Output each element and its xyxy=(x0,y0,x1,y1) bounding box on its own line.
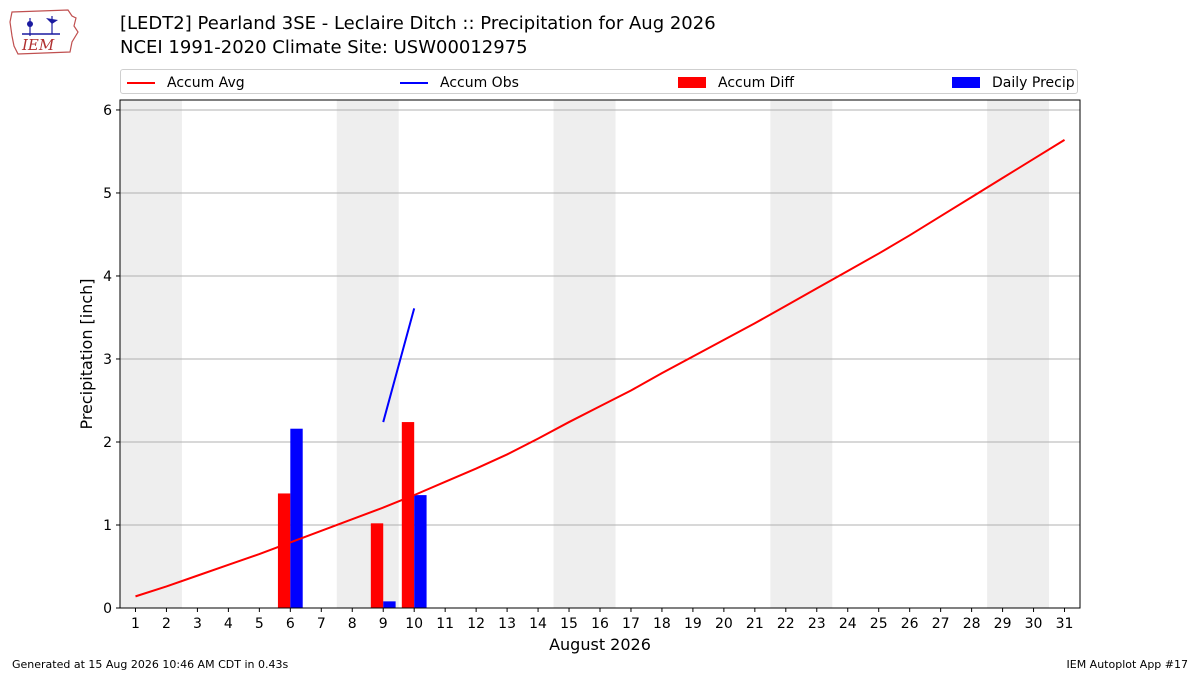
footer-app-label: IEM Autoplot App #17 xyxy=(1066,658,1189,671)
bar-accum-diff-10 xyxy=(401,422,415,608)
x-tick-label-27: 27 xyxy=(932,616,950,632)
bar-daily-precip-9 xyxy=(383,601,396,608)
x-tick-label-1: 1 xyxy=(131,616,140,632)
x-tick-label-15: 15 xyxy=(560,616,578,632)
logo-text: IEM xyxy=(21,36,55,54)
y-tick-label-2: 2 xyxy=(103,435,112,451)
iem-logo: IEM xyxy=(9,9,79,55)
footer-generated-text: Generated at 15 Aug 2026 10:46 AM CDT in… xyxy=(12,658,289,671)
x-tick-label-18: 18 xyxy=(653,616,671,632)
x-tick-label-23: 23 xyxy=(808,616,826,632)
legend-item-accum-diff: Accum Diff xyxy=(678,70,794,95)
legend-label-accum-avg: Accum Avg xyxy=(167,74,245,91)
weekend-shade-4 xyxy=(987,100,1050,608)
x-tick-label-10: 10 xyxy=(405,616,423,632)
weekend-shade-0 xyxy=(120,100,182,608)
x-tick-label-31: 31 xyxy=(1056,616,1074,632)
legend-label-accum-diff: Accum Diff xyxy=(718,74,795,91)
x-axis-label: August 2026 xyxy=(549,635,651,654)
weekend-shade-1 xyxy=(336,100,399,608)
line-accum-avg xyxy=(135,138,1066,598)
x-tick-label-20: 20 xyxy=(715,616,733,632)
x-tick-label-30: 30 xyxy=(1025,616,1043,632)
x-tick-label-16: 16 xyxy=(591,616,609,632)
legend-swatch-accum-diff xyxy=(678,77,706,88)
x-tick-label-24: 24 xyxy=(839,616,857,632)
legend-swatch-accum-obs xyxy=(400,81,428,84)
x-tick-label-19: 19 xyxy=(684,616,702,632)
x-tick-label-12: 12 xyxy=(467,616,485,632)
legend-item-daily-precip: Daily Precip xyxy=(952,70,1075,95)
x-tick-label-5: 5 xyxy=(255,616,264,632)
x-tick-label-13: 13 xyxy=(498,616,516,632)
chart-subtitle: NCEI 1991-2020 Climate Site: USW00012975 xyxy=(120,37,528,58)
x-tick-label-4: 4 xyxy=(224,616,233,632)
x-tick-label-25: 25 xyxy=(870,616,888,632)
x-tick-label-17: 17 xyxy=(622,616,640,632)
y-tick-label-4: 4 xyxy=(103,269,112,285)
x-tick-label-9: 9 xyxy=(379,616,388,632)
legend-label-accum-obs: Accum Obs xyxy=(440,74,519,91)
x-tick-label-2: 2 xyxy=(162,616,171,632)
x-tick-label-29: 29 xyxy=(994,616,1012,632)
y-tick-label-0: 0 xyxy=(103,601,112,617)
y-tick-label-1: 1 xyxy=(103,518,112,534)
y-axis-label: Precipitation [inch] xyxy=(77,278,96,429)
legend-swatch-daily-precip xyxy=(952,77,980,88)
legend-label-daily-precip: Daily Precip xyxy=(992,74,1075,91)
y-tick-label-6: 6 xyxy=(103,103,112,119)
bar-accum-diff-9 xyxy=(370,523,384,608)
x-tick-label-8: 8 xyxy=(348,616,357,632)
weekend-shade-3 xyxy=(770,100,833,608)
chart-legend: Accum Avg Accum Obs Accum Diff Daily Pre… xyxy=(120,69,1078,94)
y-tick-label-3: 3 xyxy=(103,352,112,368)
y-tick-label-5: 5 xyxy=(103,186,112,202)
iowa-outline-icon xyxy=(9,9,79,55)
chart-title: [LEDT2] Pearland 3SE - Leclaire Ditch ::… xyxy=(120,13,716,34)
legend-swatch-accum-avg xyxy=(127,81,155,84)
x-tick-label-3: 3 xyxy=(193,616,202,632)
x-tick-label-14: 14 xyxy=(529,616,547,632)
x-tick-label-7: 7 xyxy=(317,616,326,632)
weekend-shade-2 xyxy=(553,100,616,608)
legend-item-accum-avg: Accum Avg xyxy=(127,70,245,95)
bar-daily-precip-6 xyxy=(290,428,303,608)
line-accum-obs xyxy=(382,308,416,423)
bar-accum-diff-6 xyxy=(277,493,291,608)
x-tick-label-22: 22 xyxy=(777,616,795,632)
x-tick-label-26: 26 xyxy=(901,616,919,632)
x-tick-label-11: 11 xyxy=(436,616,454,632)
x-tick-label-21: 21 xyxy=(746,616,764,632)
x-tick-label-6: 6 xyxy=(286,616,295,632)
x-tick-label-28: 28 xyxy=(963,616,981,632)
bar-daily-precip-10 xyxy=(414,495,427,608)
legend-item-accum-obs: Accum Obs xyxy=(400,70,519,95)
